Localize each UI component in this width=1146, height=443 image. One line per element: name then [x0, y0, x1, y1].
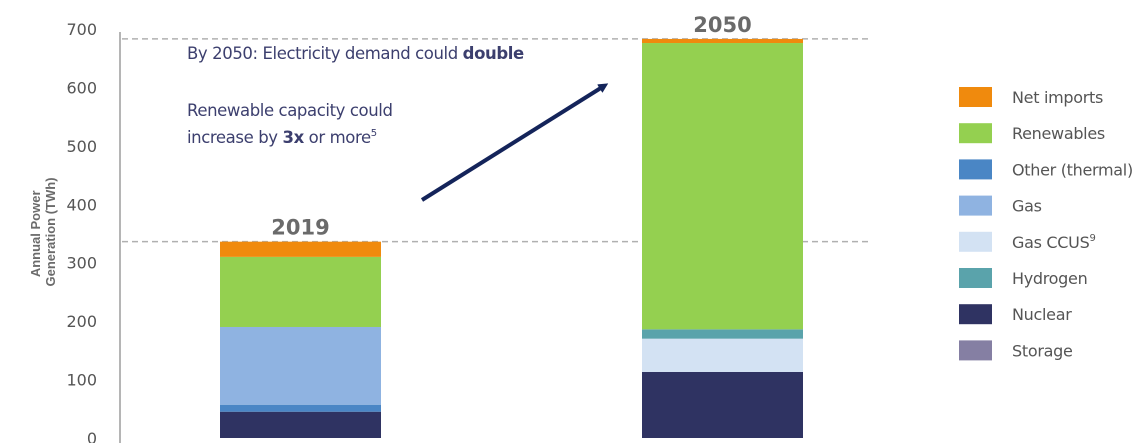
legend-swatch-gas: [959, 195, 992, 216]
bar-segment-nuclear-2050: [642, 371, 803, 438]
legend-label: Gas CCUS9: [1012, 233, 1096, 252]
legend-swatch-hydrogen: [959, 268, 992, 288]
bar-segment-nuclear-2019: [220, 411, 381, 438]
legend-label-text: Nuclear: [1012, 305, 1072, 324]
legend-label: Renewables: [1012, 124, 1105, 143]
bar-segment-gas-ccus-2050: [642, 338, 803, 372]
year-labels: 2019 2050: [267, 11, 756, 241]
y-tick-label: 300: [66, 254, 97, 273]
bar-segment-renewables-2019: [220, 256, 381, 327]
y-axis-title-line1: Annual Power: [28, 190, 43, 277]
year-label-2050: 2050: [693, 13, 751, 37]
bar-segment-hydrogen-2050: [642, 329, 803, 339]
stacked-bars: [220, 38, 803, 438]
legend-label-text: Net imports: [1012, 88, 1103, 107]
bar-segment-other-thermal--2019: [220, 404, 381, 412]
legend-label-text: Gas: [1012, 197, 1042, 216]
legend-footnote: 9: [1089, 233, 1095, 244]
annotation-renewable-post: or more: [304, 128, 371, 147]
bar-segment-net-imports-2019: [220, 241, 381, 257]
legend-swatch-storage: [959, 340, 992, 361]
legend-label: Gas: [1012, 197, 1042, 216]
legend-label-text: Renewables: [1012, 124, 1105, 143]
annotation-renewable-pre: increase by: [187, 128, 282, 147]
legend-swatch-net-imports: [959, 87, 992, 107]
legend-label-text: Hydrogen: [1012, 269, 1087, 288]
y-tick-label: 500: [66, 137, 97, 156]
year-label-background: [689, 11, 756, 38]
y-tick-label: 600: [66, 78, 97, 97]
legend: Net imports Renewables Other (thermal) Gas G…: [959, 87, 1133, 361]
y-axis: 0 100 200 300 400 500 600 700: [66, 20, 121, 443]
legend-label-text: Gas CCUS: [1012, 233, 1090, 252]
legend-label-text: Other (thermal): [1012, 160, 1133, 179]
bar-segment-net-imports-2050: [642, 38, 803, 44]
y-axis-title-line2: Generation (TWh): [43, 177, 58, 286]
legend-swatch-gas-ccus: [959, 231, 992, 252]
legend-label: Net imports: [1012, 88, 1103, 107]
annotation-demand: By 2050: Electricity demand could double: [187, 44, 524, 63]
annotation-renewable-line2: increase by 3x or more5: [187, 128, 377, 147]
year-label-background: [267, 214, 334, 241]
annotation-footnote-5: 5: [371, 128, 377, 139]
legend-swatch-renewables: [959, 123, 992, 144]
bar-segment-gas-2019: [220, 326, 381, 405]
legend-label: Other (thermal): [1012, 160, 1133, 179]
y-tick-label: 100: [66, 371, 97, 390]
legend-label-text: Storage: [1012, 341, 1073, 360]
y-tick-label: 0: [87, 429, 97, 443]
y-tick-label: 200: [66, 312, 97, 331]
y-tick-label: 400: [66, 195, 97, 214]
annotation-demand-text: By 2050: Electricity demand could: [187, 44, 463, 63]
legend-label: Hydrogen: [1012, 269, 1087, 288]
bar-segment-renewables-2050: [642, 43, 803, 330]
legend-label: Nuclear: [1012, 305, 1072, 324]
growth-arrow-icon: [420, 83, 609, 202]
legend-swatch-nuclear: [959, 304, 992, 325]
y-tick-label: 700: [66, 20, 97, 39]
legend-swatch-other-thermal-: [959, 159, 992, 180]
annotation-renewable-bold: 3x: [282, 128, 304, 147]
legend-label: Storage: [1012, 341, 1073, 360]
y-axis-title: Annual Power Generation (TWh): [28, 177, 58, 286]
year-label-2019: 2019: [271, 216, 329, 240]
annotation-renewable-line1: Renewable capacity could: [187, 101, 393, 120]
annotation-demand-bold: double: [463, 44, 524, 63]
